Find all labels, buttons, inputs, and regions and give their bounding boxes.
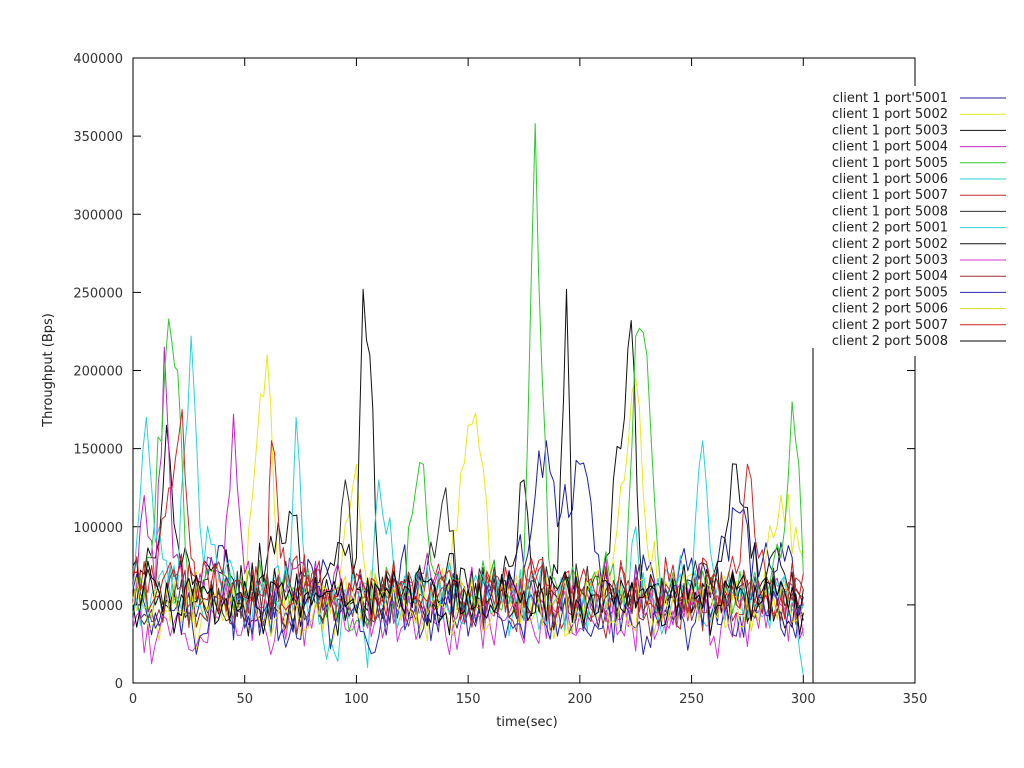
legend-label: client 1 port 5007 xyxy=(832,188,948,203)
x-tick-label: 250 xyxy=(679,692,704,707)
x-tick-label: 350 xyxy=(903,692,928,707)
x-tick-label: 200 xyxy=(567,692,592,707)
x-axis-ticks: 0 50 100 150 200 250 300 350 xyxy=(129,58,928,707)
y-tick-label: 150000 xyxy=(73,443,123,458)
legend-label: client 1 port 5004 xyxy=(832,140,948,155)
legend-label: client 1 port 5006 xyxy=(832,172,948,187)
series-line-16 xyxy=(132,560,804,636)
legend-label: client 2 port 5001 xyxy=(832,221,948,236)
y-tick-label: 400000 xyxy=(73,52,123,67)
series-line-14 xyxy=(132,569,804,637)
series-line-5 xyxy=(132,123,804,632)
y-tick-label: 250000 xyxy=(73,286,123,301)
x-tick-label: 150 xyxy=(456,692,481,707)
legend-label: client 2 port 5002 xyxy=(832,237,948,252)
legend-label: client 1 port'5001 xyxy=(832,91,948,106)
y-tick-label: 300000 xyxy=(73,208,123,223)
series-line-13 xyxy=(132,573,804,655)
series-line-12 xyxy=(132,568,804,639)
legend-label: client 1 port 5002 xyxy=(832,107,948,122)
x-tick-label: 100 xyxy=(344,692,369,707)
legend-background xyxy=(815,86,1024,356)
legend-label: client 1 port 5003 xyxy=(832,123,948,138)
legend-label: client 2 port 5007 xyxy=(832,318,948,333)
x-tick-label: 0 xyxy=(129,692,137,707)
series-line-15 xyxy=(132,553,804,628)
legend-label: client 2 port 5005 xyxy=(832,285,948,300)
y-tick-label: 100000 xyxy=(73,521,123,536)
legend-label: client 1 port 5008 xyxy=(832,204,948,219)
y-tick-label: 350000 xyxy=(73,130,123,145)
legend-label: client 2 port 5004 xyxy=(832,269,948,284)
legend-label: client 1 port 5005 xyxy=(832,156,948,171)
y-axis-label: Throughput (Bps) xyxy=(41,313,56,428)
x-tick-label: 50 xyxy=(236,692,253,707)
legend-label: client 2 port 5008 xyxy=(832,334,948,349)
y-tick-label: 50000 xyxy=(82,599,123,614)
series-lines xyxy=(132,123,804,676)
y-tick-label: 0 xyxy=(115,677,123,692)
x-tick-label: 300 xyxy=(791,692,816,707)
series-line-3 xyxy=(132,288,804,632)
y-tick-label: 200000 xyxy=(73,365,123,380)
y-axis-ticks: 0 50000 100000 150000 200000 250000 300000 3500… xyxy=(73,52,915,692)
legend-label: client 2 port 5003 xyxy=(832,253,948,268)
x-axis-label: time(sec) xyxy=(496,715,557,730)
legend-label: client 2 port 5006 xyxy=(832,302,948,317)
